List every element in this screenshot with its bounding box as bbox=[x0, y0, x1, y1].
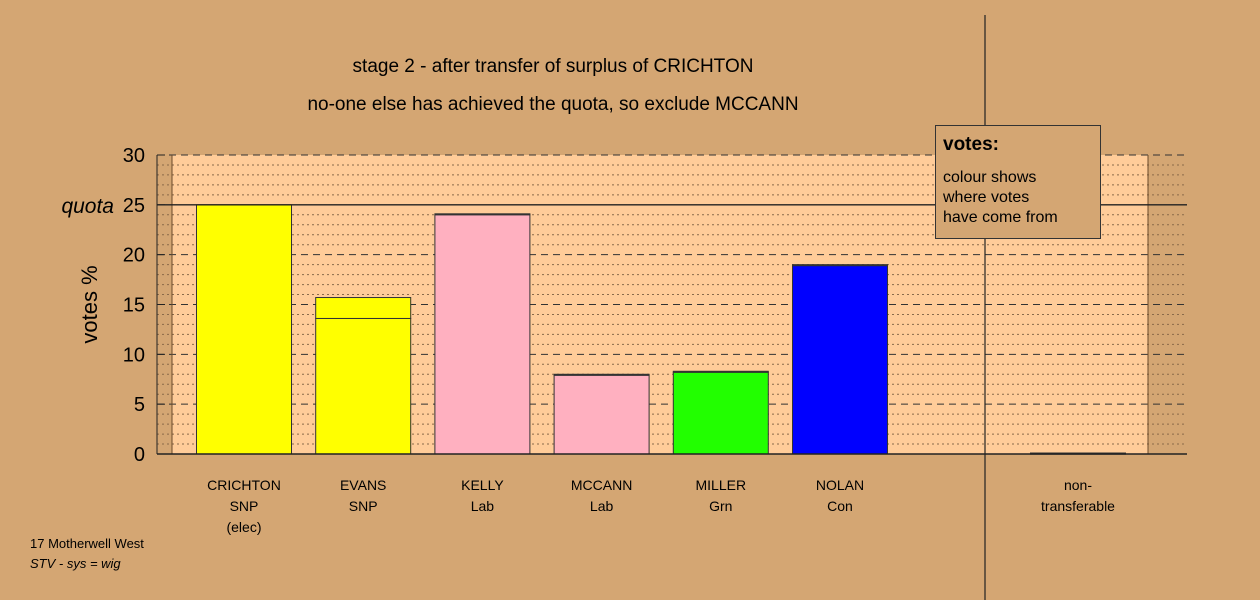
legend-title: votes: bbox=[943, 134, 999, 155]
bar-segment bbox=[434, 213, 531, 216]
y-tick-label: 30 bbox=[123, 145, 145, 167]
bar-segment bbox=[672, 371, 769, 455]
bars bbox=[196, 204, 1126, 455]
candidate-label: Lab bbox=[471, 498, 495, 514]
bar-segment bbox=[434, 214, 531, 455]
quota-label: quota bbox=[61, 195, 114, 218]
y-tick-label: 25 bbox=[123, 195, 145, 217]
bar-segment bbox=[792, 265, 888, 455]
candidate-label: Grn bbox=[709, 498, 732, 514]
non-transferable-label: non- bbox=[1064, 477, 1092, 493]
y-tick-label: 20 bbox=[123, 245, 145, 267]
candidate-label: (elec) bbox=[226, 519, 261, 535]
candidate-label: MCCANN bbox=[571, 477, 632, 493]
candidate-label: Lab bbox=[590, 498, 614, 514]
non-transferable-label: transferable bbox=[1041, 498, 1115, 514]
bar-segment bbox=[553, 374, 650, 455]
ward-name: 17 Motherwell West bbox=[30, 536, 144, 551]
legend-line: colour shows bbox=[943, 169, 1037, 186]
candidate-label: MILLER bbox=[696, 477, 747, 493]
legend-line: where votes bbox=[943, 189, 1030, 206]
y-axis-label: votes % bbox=[77, 265, 102, 343]
system-note: STV - sys = wig bbox=[30, 556, 121, 571]
candidate-label: SNP bbox=[349, 498, 378, 514]
candidate-label: EVANS bbox=[340, 477, 386, 493]
bar-segment bbox=[553, 373, 650, 376]
bar-segment bbox=[315, 317, 412, 455]
candidate-label: CRICHTON bbox=[207, 477, 281, 493]
chart-title: stage 2 - after transfer of surplus of C… bbox=[353, 56, 754, 77]
candidate-label: KELLY bbox=[461, 477, 504, 493]
y-tick-label: 15 bbox=[123, 295, 145, 317]
chart-subtitle: no-one else has achieved the quota, so e… bbox=[307, 94, 798, 115]
bar-segment bbox=[792, 264, 888, 267]
candidate-label: SNP bbox=[230, 498, 259, 514]
y-tick-label: 5 bbox=[134, 394, 145, 416]
bar-segment bbox=[672, 370, 769, 373]
legend-line: have come from bbox=[943, 209, 1058, 226]
candidate-label: Con bbox=[827, 498, 853, 514]
axes bbox=[156, 15, 1187, 600]
y-tick-label: 10 bbox=[123, 344, 145, 366]
bar-segment bbox=[196, 204, 292, 455]
bar-segment bbox=[315, 297, 412, 319]
candidate-label: NOLAN bbox=[816, 477, 864, 493]
y-tick-label: 0 bbox=[134, 444, 145, 466]
labels: CRICHTON SNP (elec) EVANS SNP KELLY Lab MCCANN L… bbox=[61, 56, 1115, 535]
legend: votes: colour shows where votes have com… bbox=[935, 125, 1101, 239]
